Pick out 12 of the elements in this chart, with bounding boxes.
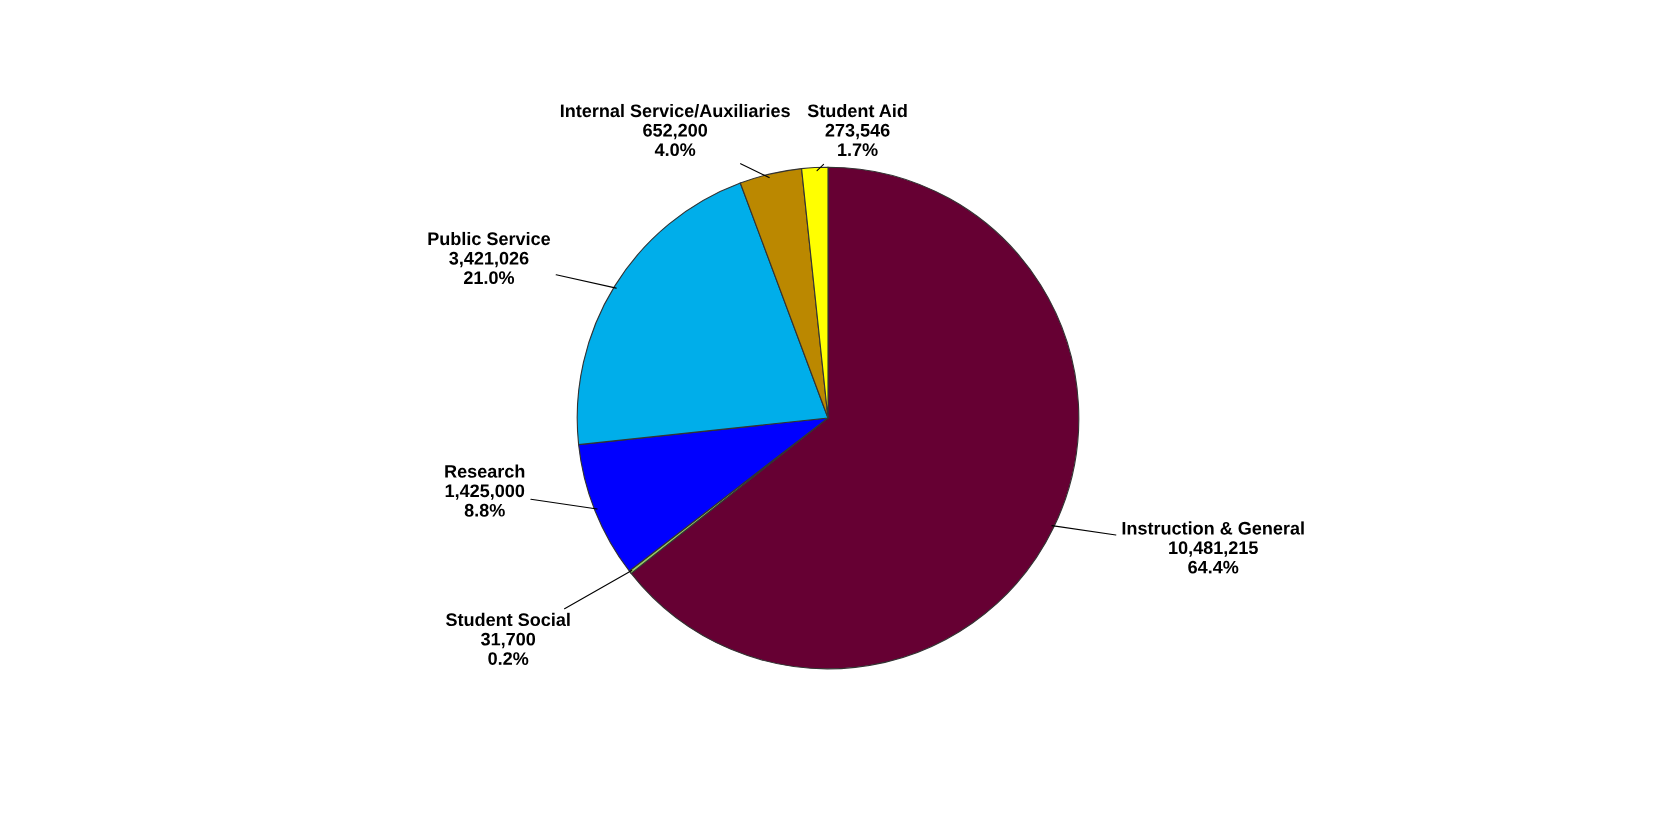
slice-label: Public Service [428, 231, 551, 246]
data-label: 652,200 4.0% [643, 123, 708, 157]
slice-label: Instruction & General [1122, 521, 1304, 535]
data-label: 31,700 0.2% [480, 632, 536, 665]
data-label: 1,425,000 8.8% [445, 484, 525, 517]
slice-label: Student Aid [807, 103, 907, 118]
data-label: 10,481,215 64.4% [1169, 541, 1258, 574]
data-label: 273,546 1.7% [825, 123, 890, 157]
slice-label: Research [445, 464, 525, 478]
data-label: 3,421,026 21.0% [449, 251, 529, 285]
slice-label: Internal Service/Auxiliaries [560, 103, 790, 118]
slice-label: Student Social [446, 612, 570, 627]
